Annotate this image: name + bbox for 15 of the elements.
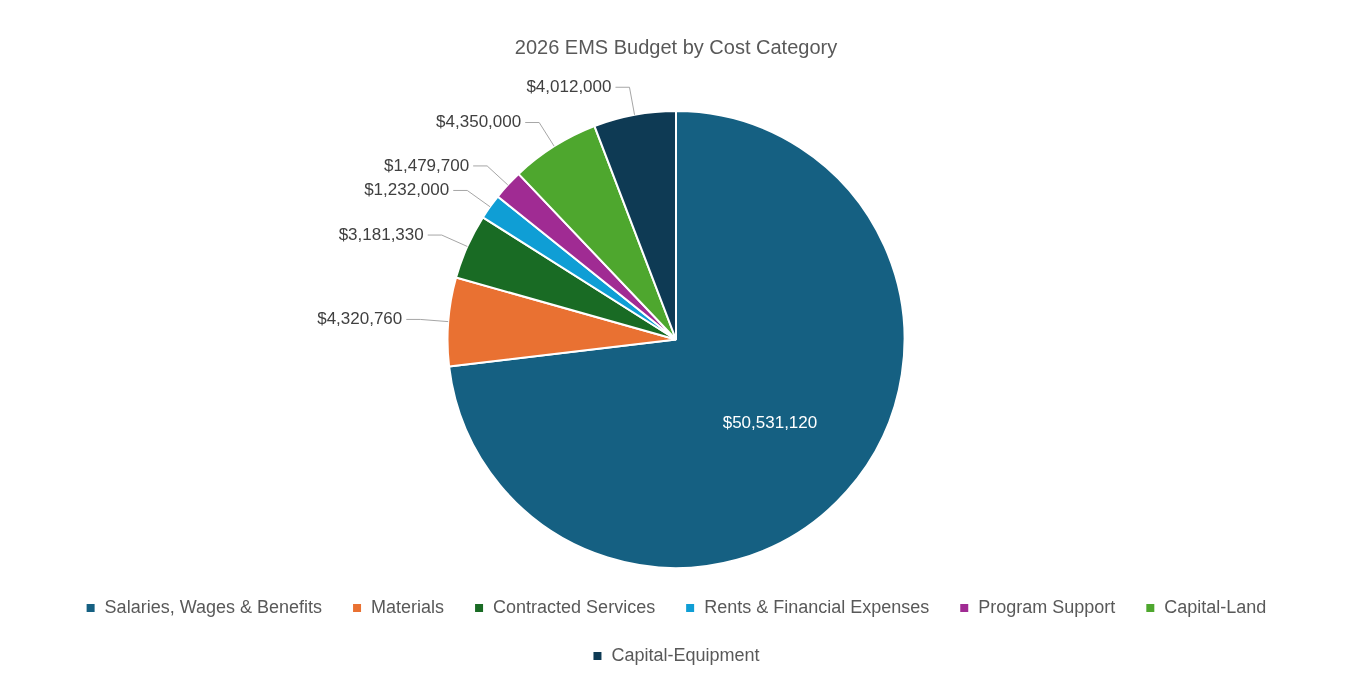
legend-label: Materials [371, 596, 445, 617]
legend-label: Rents & Financial Expenses [704, 596, 930, 617]
data-label: $4,350,000 [436, 112, 522, 132]
legend-label: Program Support [978, 596, 1116, 617]
data-label: $4,320,760 [317, 309, 403, 329]
data-label: $3,181,330 [338, 224, 424, 244]
legend-label: Salaries, Wages & Benefits [104, 596, 323, 617]
legend-label: Capital-Land [1164, 596, 1267, 617]
data-label: $4,012,000 [526, 76, 612, 96]
data-label: $1,479,700 [384, 155, 470, 175]
data-label: $1,232,000 [364, 180, 450, 200]
legend-label: Contracted Services [493, 596, 656, 617]
legend-label: Capital-Equipment [611, 644, 760, 665]
chart-title: 2026 EMS Budget by Cost Category [514, 35, 838, 58]
data-label: $50,531,120 [722, 412, 818, 432]
